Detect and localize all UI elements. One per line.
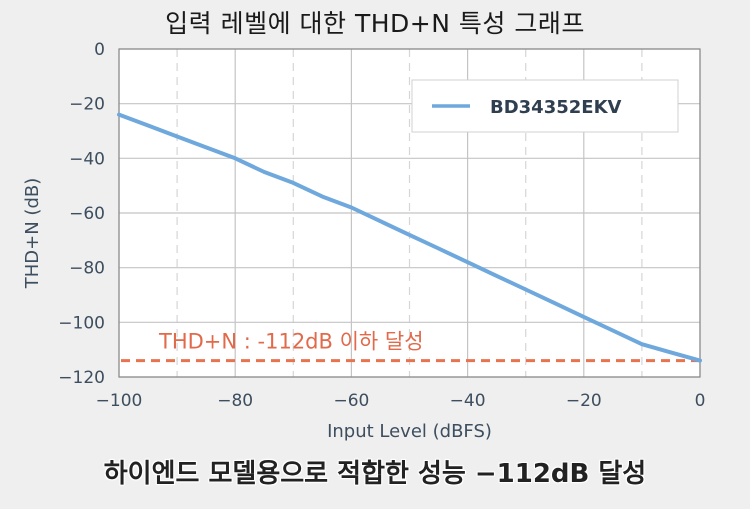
x-tick-label: −80 bbox=[217, 391, 253, 411]
x-tick-label: −20 bbox=[566, 391, 602, 411]
y-axis-label: THD+N (dB) bbox=[22, 178, 43, 289]
data-point bbox=[495, 274, 499, 278]
data-point bbox=[262, 170, 266, 174]
data-point bbox=[408, 233, 411, 237]
data-point bbox=[175, 134, 179, 138]
data-point bbox=[233, 156, 237, 160]
x-tick-label: −60 bbox=[333, 391, 369, 411]
y-tick-label: −120 bbox=[58, 368, 105, 388]
data-point bbox=[582, 315, 586, 319]
caption: 하이엔드 모델용으로 적합한 성능 −112dB 달성 bbox=[103, 459, 647, 489]
data-point bbox=[204, 145, 208, 149]
data-point bbox=[669, 350, 673, 354]
data-point bbox=[320, 195, 324, 199]
x-tick-label: −40 bbox=[450, 391, 486, 411]
data-point bbox=[466, 260, 470, 264]
y-tick-label: −100 bbox=[58, 313, 105, 333]
data-point bbox=[524, 288, 528, 292]
data-point bbox=[146, 124, 150, 128]
y-tick-label: −20 bbox=[69, 95, 105, 115]
data-point bbox=[698, 359, 702, 363]
plot-frame bbox=[118, 48, 701, 378]
reference-annotation: THD+N : -112dB 이하 달성 bbox=[158, 330, 424, 354]
x-tick-label: −100 bbox=[96, 391, 143, 411]
y-tick-label: −80 bbox=[69, 259, 105, 279]
x-tick-label: 0 bbox=[695, 391, 706, 411]
series-layer bbox=[117, 112, 702, 363]
x-axis-label: Input Level (dBFS) bbox=[327, 421, 492, 442]
y-tick-label: −40 bbox=[69, 149, 105, 169]
y-tick-label: −60 bbox=[69, 204, 105, 224]
legend-label-bd34352ekv: BD34352EKV bbox=[490, 97, 622, 118]
data-point bbox=[437, 247, 441, 251]
data-point bbox=[611, 329, 615, 333]
y-tick-label: 0 bbox=[94, 40, 105, 60]
data-point bbox=[378, 219, 382, 223]
data-point bbox=[349, 206, 353, 210]
chart-title: 입력 레벨에 대한 THD+N 특성 그래프 bbox=[165, 9, 585, 38]
tick-labels: −100 −80 −60 −40 −20 0 0 −20 −40 −60 −80 −100 −120 bbox=[58, 40, 705, 411]
data-point bbox=[553, 301, 557, 305]
data-point bbox=[640, 342, 644, 346]
data-point bbox=[117, 113, 121, 117]
legend: BD34352EKV bbox=[411, 79, 679, 133]
data-point bbox=[291, 181, 295, 185]
